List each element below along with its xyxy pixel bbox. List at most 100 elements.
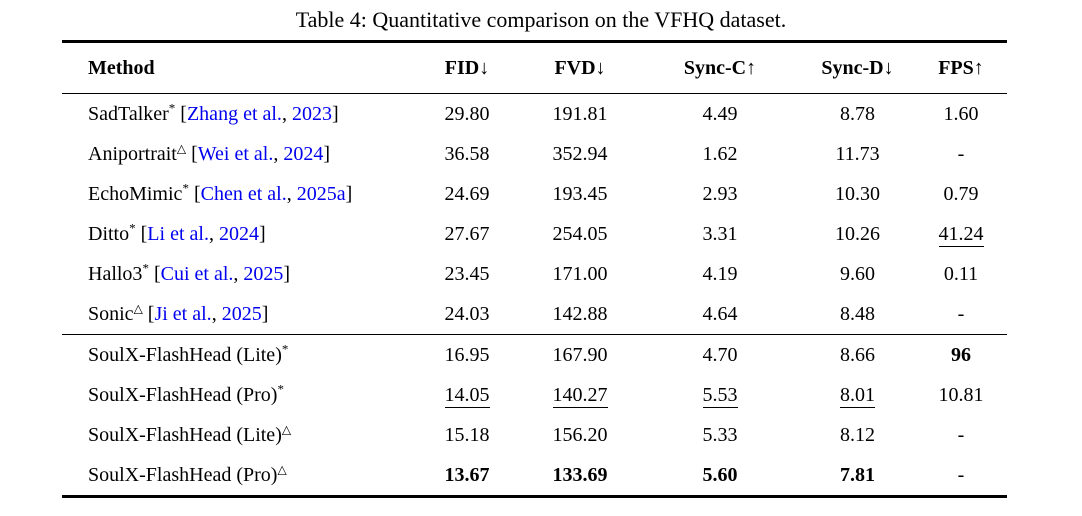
citation-separator: , [281, 102, 292, 125]
value-cell: 3.31 [640, 214, 800, 254]
value-cell: 15.18 [414, 415, 520, 455]
down-arrow-icon: ↓ [883, 56, 894, 79]
citation-link-year[interactable]: 2025 [221, 302, 262, 325]
column-header-label: FID [444, 56, 480, 79]
value-cell: 4.64 [640, 294, 800, 335]
citation-link-year[interactable]: 2025a [296, 182, 346, 205]
citation-separator: , [233, 262, 244, 285]
citation-separator: , [286, 182, 297, 205]
method-name: Ditto [88, 222, 130, 245]
column-header-fvd: FVD↓ [520, 41, 640, 94]
citation-bracket-open: [ [153, 262, 161, 285]
value-text: 8.01 [840, 383, 875, 408]
value-cell: 8.01 [800, 375, 915, 415]
citation-separator: , [208, 222, 219, 245]
citation-bracket-open: [ [191, 142, 198, 165]
value-text: 254.05 [552, 222, 608, 245]
value-cell: 0.11 [915, 254, 1007, 294]
table-row: SoulX-FlashHead (Pro)△ 13.67 133.69 5.60 7.8… [62, 455, 1007, 497]
citation-link-author[interactable]: Zhang et al. [186, 102, 282, 125]
value-cell: 1.62 [640, 134, 800, 174]
value-text: - [957, 423, 965, 446]
up-arrow-icon: ↑ [746, 56, 757, 79]
value-text: 142.88 [552, 302, 608, 325]
method-cell: Hallo3* [Cui et al., 2025] [62, 254, 414, 294]
value-cell: 0.79 [915, 174, 1007, 214]
citation-link-year[interactable]: 2025 [243, 262, 284, 285]
citation-link-year[interactable]: 2023 [291, 102, 332, 125]
down-arrow-icon: ↓ [479, 56, 490, 79]
value-text: 29.80 [444, 102, 490, 125]
value-text: 4.64 [702, 302, 738, 325]
value-cell: 254.05 [520, 214, 640, 254]
citation-bracket-close: ] [331, 102, 339, 125]
value-text: - [957, 463, 965, 486]
value-text: 10.81 [938, 383, 984, 406]
column-header-label: FPS [938, 56, 974, 79]
value-text: 156.20 [552, 423, 608, 446]
value-cell: 4.70 [640, 334, 800, 375]
value-cell: 2.93 [640, 174, 800, 214]
method-cell: Sonic△ [Ji et al., 2025] [62, 294, 414, 335]
value-cell: 9.60 [800, 254, 915, 294]
citation-link-author[interactable]: Cui et al. [160, 262, 234, 285]
value-cell: 5.53 [640, 375, 800, 415]
column-header-sync-c: Sync-C↑ [640, 41, 800, 94]
value-cell: 5.33 [640, 415, 800, 455]
column-header-label: Sync-C [683, 56, 747, 79]
value-cell: 8.12 [800, 415, 915, 455]
value-cell: 96 [915, 334, 1007, 375]
value-cell: 5.60 [640, 455, 800, 497]
value-text: - [957, 302, 965, 325]
asterisk-marker: * [168, 99, 176, 115]
table-row: Hallo3* [Cui et al., 2025] 23.45 171.00 4.1… [62, 254, 1007, 294]
citation-bracket-open: [ [140, 222, 148, 245]
method-name: EchoMimic [88, 182, 183, 205]
table-row: Ditto* [Li et al., 2024] 27.67 254.05 3.31 1… [62, 214, 1007, 254]
table-row: SoulX-FlashHead (Lite)* 16.95 167.90 4.70 8.… [62, 334, 1007, 375]
value-text: 11.73 [835, 142, 880, 165]
citation-link-year[interactable]: 2024 [283, 142, 324, 165]
method-name: SoulX-FlashHead (Lite) [88, 423, 282, 446]
value-cell: 23.45 [414, 254, 520, 294]
value-cell: 8.66 [800, 334, 915, 375]
table-row: Aniportrait△ [Wei et al., 2024] 36.58 352.… [62, 134, 1007, 174]
value-cell: - [915, 415, 1007, 455]
value-cell: 11.73 [800, 134, 915, 174]
method-cell: SoulX-FlashHead (Pro)△ [62, 455, 414, 497]
value-text: 133.69 [552, 463, 608, 486]
table-row: SadTalker* [Zhang et al., 2023] 29.80 191.… [62, 94, 1007, 135]
citation-link-author[interactable]: Ji et al. [154, 302, 212, 325]
value-text: 14.05 [444, 383, 490, 408]
asterisk-marker: * [142, 259, 149, 275]
column-header-fps: FPS↑ [915, 41, 1007, 94]
citation-link-author[interactable]: Wei et al. [197, 142, 274, 165]
column-header-sync-d: Sync-D↓ [800, 41, 915, 94]
method-name: SadTalker [88, 102, 169, 125]
value-cell: 7.81 [800, 455, 915, 497]
asterisk-marker: * [182, 179, 189, 195]
value-text: 24.69 [444, 182, 490, 205]
table-row: SoulX-FlashHead (Lite)△ 15.18 156.20 5.33 8.… [62, 415, 1007, 455]
results-table: Method FID↓ FVD↓ Sync-C↑ Sync-D↓ FPS↑ SadTalk… [62, 40, 1007, 498]
value-cell: 156.20 [520, 415, 640, 455]
method-name: Aniportrait [88, 142, 177, 165]
citation-link-year[interactable]: 2024 [218, 222, 259, 245]
value-cell: 41.24 [915, 214, 1007, 254]
citation-link-author[interactable]: Li et al. [147, 222, 209, 245]
citation-bracket-close: ] [345, 182, 353, 205]
value-cell: - [915, 294, 1007, 335]
value-text: 96 [951, 343, 971, 366]
citation-separator: , [273, 142, 284, 165]
method-name: Sonic [88, 302, 134, 325]
citation-bracket-close: ] [258, 222, 266, 245]
value-cell: - [915, 134, 1007, 174]
citation-link-author[interactable]: Chen et al. [200, 182, 287, 205]
value-text: 8.78 [840, 102, 875, 125]
value-cell: 191.81 [520, 94, 640, 135]
column-header-fid: FID↓ [414, 41, 520, 94]
asterisk-marker: * [277, 380, 284, 396]
header-row: Method FID↓ FVD↓ Sync-C↑ Sync-D↓ FPS↑ [62, 41, 1007, 94]
method-name: SoulX-FlashHead (Lite) [88, 343, 282, 366]
